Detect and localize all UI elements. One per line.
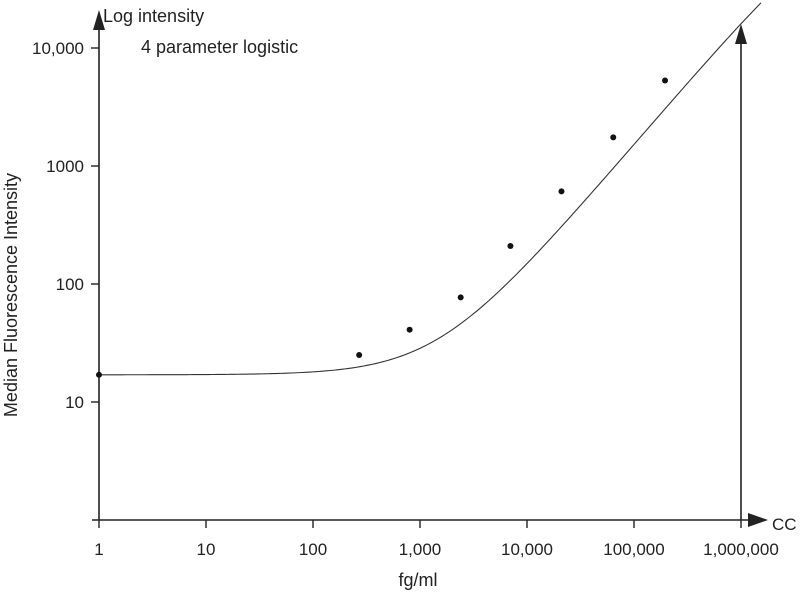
x-tick-label: 100,000: [603, 540, 664, 559]
y-tick-label: 1000: [46, 157, 84, 176]
data-point: [610, 134, 617, 141]
y-tick-label: 10: [65, 393, 84, 412]
axes: [92, 10, 768, 527]
x-tick-label: 10,000: [501, 540, 553, 559]
x-tick-label: 1,000,000: [703, 540, 779, 559]
x-ticks: 1 10 100 1,000 10,000 100,000 1,000,000: [94, 520, 779, 559]
fit-curve: [99, 2, 762, 376]
y-ticks: 10 100 1000 10,000: [32, 39, 99, 412]
y-axis-arrow-icon: [93, 10, 105, 30]
data-points: [96, 77, 669, 378]
y-axis-caption: Log intensity: [103, 6, 204, 26]
x-tick-label: 10: [197, 540, 216, 559]
x-axis-arrow-icon: [748, 513, 768, 527]
data-point: [96, 371, 102, 378]
y-tick-label: 10,000: [32, 39, 84, 58]
y-axis-label: Median Fluorescence Intensity: [1, 173, 21, 417]
data-point: [507, 242, 514, 249]
chart-title: 4 parameter logistic: [141, 37, 298, 57]
data-point: [558, 188, 565, 195]
x-axis-caption: CC: [772, 515, 797, 534]
x-tick-label: 1,000: [399, 540, 442, 559]
data-point: [406, 326, 413, 333]
x-tick-label: 100: [299, 540, 327, 559]
data-point: [356, 352, 363, 359]
right-vertical-arrow-icon: [735, 24, 747, 44]
x-tick-label: 1: [94, 540, 103, 559]
data-point: [662, 77, 669, 84]
data-point: [457, 294, 464, 301]
y-tick-label: 100: [56, 275, 84, 294]
x-axis-label: fg/ml: [398, 570, 437, 590]
